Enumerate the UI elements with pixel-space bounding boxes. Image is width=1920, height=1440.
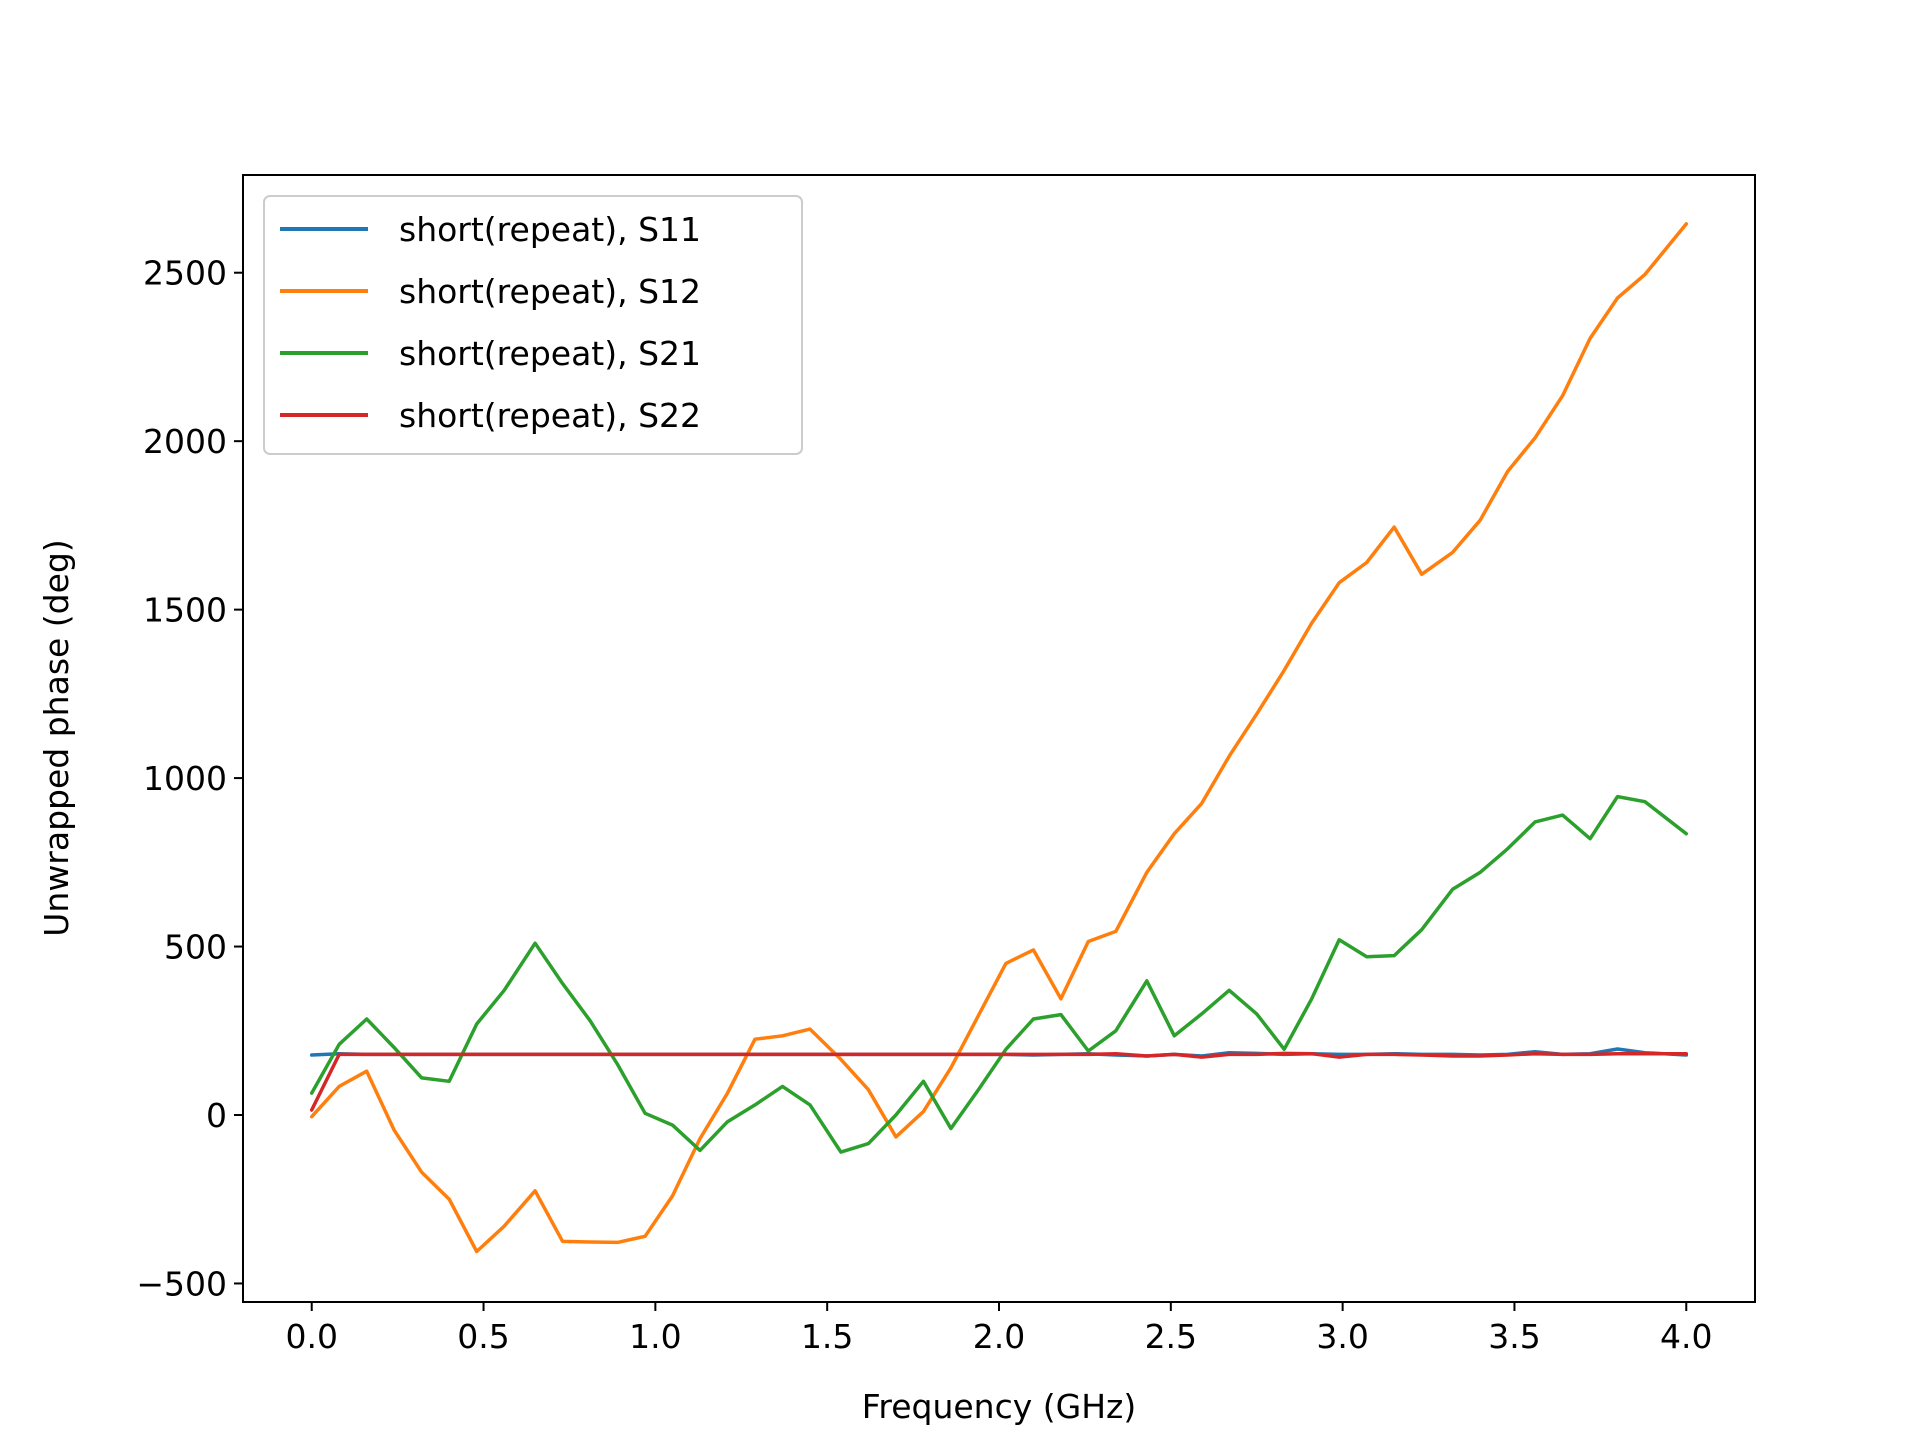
legend-label-3: short(repeat), S22: [399, 396, 701, 435]
y-tick-label: −500: [136, 1264, 227, 1303]
legend-label-2: short(repeat), S21: [399, 334, 701, 373]
y-tick-label: 1000: [143, 759, 227, 798]
x-axis-label: Frequency (GHz): [862, 1387, 1136, 1426]
y-axis-ticks: −500 0 500 1000 1500 2000 2500: [136, 254, 243, 1303]
legend-label-0: short(repeat), S11: [399, 210, 701, 249]
x-tick-label: 2.0: [973, 1317, 1025, 1356]
x-tick-label: 3.5: [1488, 1317, 1540, 1356]
x-tick-label: 2.5: [1145, 1317, 1197, 1356]
y-tick-label: 1500: [143, 591, 227, 630]
series-line-2: [309, 794, 1689, 1154]
x-tick-label: 1.0: [629, 1317, 681, 1356]
y-tick-label: 0: [206, 1096, 227, 1135]
legend: short(repeat), S11 short(repeat), S12 shor…: [263, 195, 803, 455]
y-axis-label: Unwrapped phase (deg): [37, 539, 76, 937]
series-line-3: [309, 1051, 1689, 1112]
x-tick-label: 0.5: [457, 1317, 509, 1356]
x-tick-label: 1.5: [801, 1317, 853, 1356]
legend-box: [263, 195, 803, 455]
x-tick-label: 0.0: [285, 1317, 337, 1356]
legend-label-1: short(repeat), S12: [399, 272, 701, 311]
y-tick-label: 500: [164, 928, 227, 967]
x-axis-ticks: 0.0 0.5 1.0 1.5 2.0 2.5 3.0 3.5 4.0: [285, 1302, 1713, 1356]
series-layer: [309, 222, 1689, 1254]
x-tick-label: 4.0: [1660, 1317, 1712, 1356]
y-tick-label: 2000: [143, 422, 227, 461]
x-tick-label: 3.0: [1316, 1317, 1368, 1356]
series-line-1: [309, 222, 1689, 1254]
y-tick-label: 2500: [143, 254, 227, 293]
